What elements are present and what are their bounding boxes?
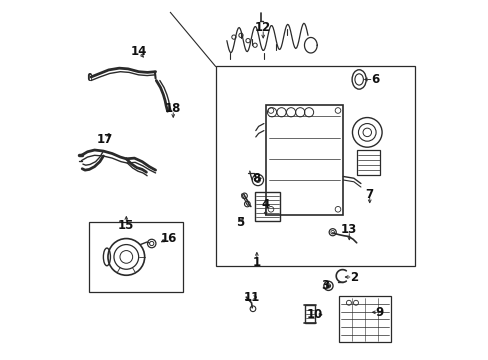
- Bar: [215, 66, 414, 266]
- Text: 13: 13: [341, 223, 357, 236]
- Bar: [89, 222, 183, 292]
- Text: 10: 10: [306, 308, 323, 321]
- Bar: [338, 296, 390, 342]
- Bar: [357, 150, 380, 175]
- Text: 4: 4: [261, 198, 269, 211]
- Text: 17: 17: [96, 133, 112, 146]
- Bar: [305, 305, 314, 323]
- Bar: [255, 192, 280, 221]
- Text: 1: 1: [252, 256, 261, 269]
- Text: 8: 8: [251, 172, 260, 185]
- Text: 11: 11: [243, 291, 259, 303]
- Text: 9: 9: [374, 306, 383, 319]
- Text: 7: 7: [365, 188, 373, 201]
- Text: 16: 16: [160, 232, 177, 245]
- Text: 15: 15: [118, 219, 134, 231]
- Bar: [265, 105, 343, 215]
- Text: 2: 2: [349, 270, 357, 284]
- Text: 3: 3: [321, 279, 329, 292]
- Text: 14: 14: [130, 45, 146, 58]
- Text: 18: 18: [165, 102, 181, 115]
- Text: 5: 5: [236, 216, 244, 229]
- Text: 6: 6: [370, 73, 378, 86]
- Text: 12: 12: [255, 21, 271, 34]
